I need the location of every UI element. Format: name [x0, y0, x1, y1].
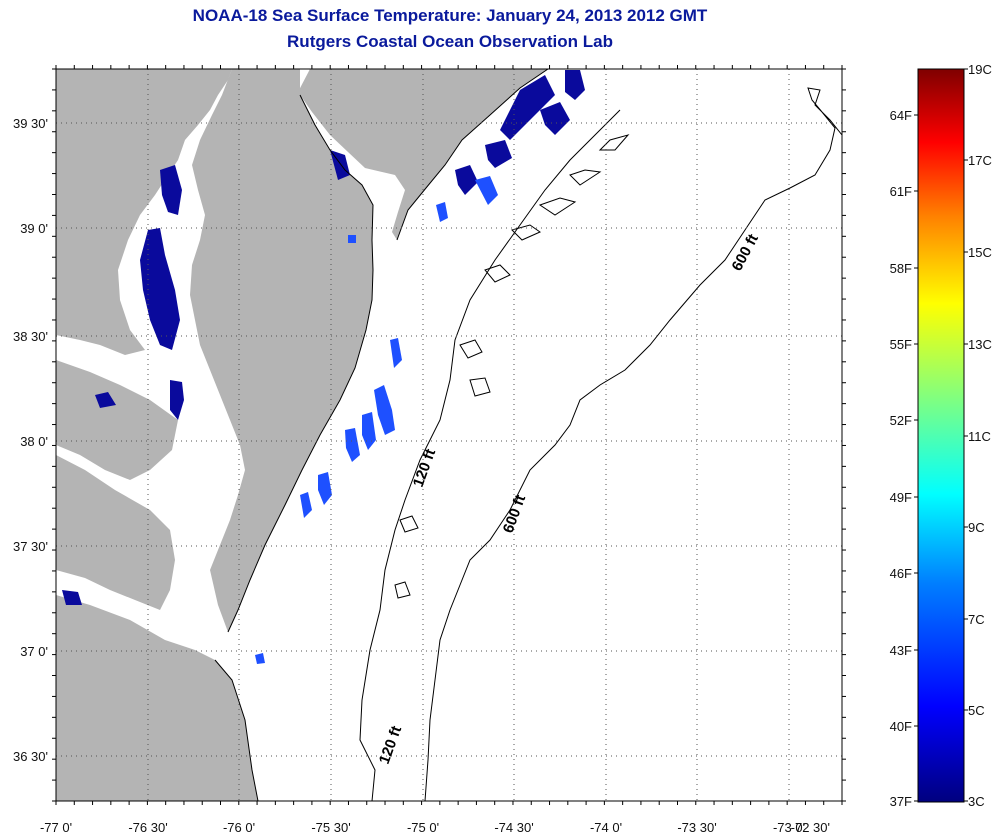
sst-cold-patches [62, 70, 585, 605]
fahrenheit-label: 43F [890, 643, 912, 658]
land-virginia-neck-2 [56, 455, 175, 610]
celsius-label: 3C [968, 794, 985, 809]
lon-label: -72 30' [791, 820, 830, 835]
graticule [56, 69, 842, 801]
lat-label: 38 30' [13, 329, 48, 344]
lon-label: -75 30' [311, 820, 350, 835]
lon-label: -74 0' [590, 820, 622, 835]
lon-label: -75 0' [407, 820, 439, 835]
colorbar-gradient [917, 68, 965, 803]
longitude-labels: -77 0' -76 30' -76 0' -75 30' -75 0' -74… [40, 820, 830, 835]
map-subtitle: Rutgers Coastal Ocean Observation Lab [287, 32, 613, 51]
celsius-label: 13C [968, 337, 992, 352]
fahrenheit-label: 64F [890, 108, 912, 123]
lon-label: -77 0' [40, 820, 72, 835]
fahrenheit-label: 58F [890, 261, 912, 276]
celsius-label: 17C [968, 153, 992, 168]
contour-label-120ft-mid: 120 ft [410, 447, 439, 490]
fahrenheit-label: 52F [890, 413, 912, 428]
lat-label: 36 30' [13, 749, 48, 764]
bathymetry-contours [359, 87, 842, 801]
lon-label: -73 30' [677, 820, 716, 835]
contour-label-600ft-south: 600 ft [500, 493, 529, 536]
fahrenheit-label: 37F [890, 794, 912, 809]
fahrenheit-label: 61F [890, 184, 912, 199]
celsius-label: 7C [968, 612, 985, 627]
contour-120ft [359, 109, 621, 801]
contour-label-600ft-north: 600 ft [729, 231, 762, 274]
lat-label: 39 0' [20, 221, 48, 236]
celsius-label: 15C [968, 245, 992, 260]
coastline [214, 69, 549, 801]
land-virginia-neck-1 [56, 360, 178, 480]
latitude-labels: 39 30' 39 0' 38 30' 38 0' 37 30' 37 0' 3… [13, 116, 48, 764]
frame-ticks [52, 65, 846, 805]
lat-label: 37 0' [20, 644, 48, 659]
celsius-label: 11C [968, 429, 991, 444]
colorbar-celsius-labels: 19C 17C 15C 13C 11C 9C 7C 5C 3C [968, 62, 992, 809]
celsius-label: 19C [968, 62, 992, 77]
map-frame [55, 68, 843, 802]
land-western-shore [56, 69, 232, 355]
colorbar: 19C 17C 15C 13C 11C 9C 7C 5C 3C 64F 61F … [890, 62, 992, 809]
lat-label: 38 0' [20, 434, 48, 449]
lat-label: 37 30' [13, 539, 48, 554]
contour-600ft [424, 87, 842, 801]
map-title: NOAA-18 Sea Surface Temperature: January… [192, 6, 708, 25]
lon-label: -76 0' [223, 820, 255, 835]
fahrenheit-label: 40F [890, 719, 912, 734]
fahrenheit-label: 55F [890, 337, 912, 352]
colorbar-fahrenheit-labels: 64F 61F 58F 55F 52F 49F 46F 43F 40F 37F [890, 108, 912, 809]
lon-label: -74 30' [494, 820, 533, 835]
fahrenheit-label: 49F [890, 490, 912, 505]
colorbar-ticks [914, 68, 968, 802]
land-areas [56, 69, 548, 801]
sst-cool-patches [255, 176, 498, 664]
contour-label-120ft-south: 120 ft [376, 724, 405, 767]
lon-label: -76 30' [128, 820, 167, 835]
fahrenheit-label: 46F [890, 566, 912, 581]
land-virginia-south [56, 595, 258, 801]
land-delmarva [190, 69, 373, 632]
lat-label: 39 30' [13, 116, 48, 131]
celsius-label: 5C [968, 703, 985, 718]
lon-label: -73 0' [773, 820, 805, 835]
celsius-label: 9C [968, 520, 985, 535]
